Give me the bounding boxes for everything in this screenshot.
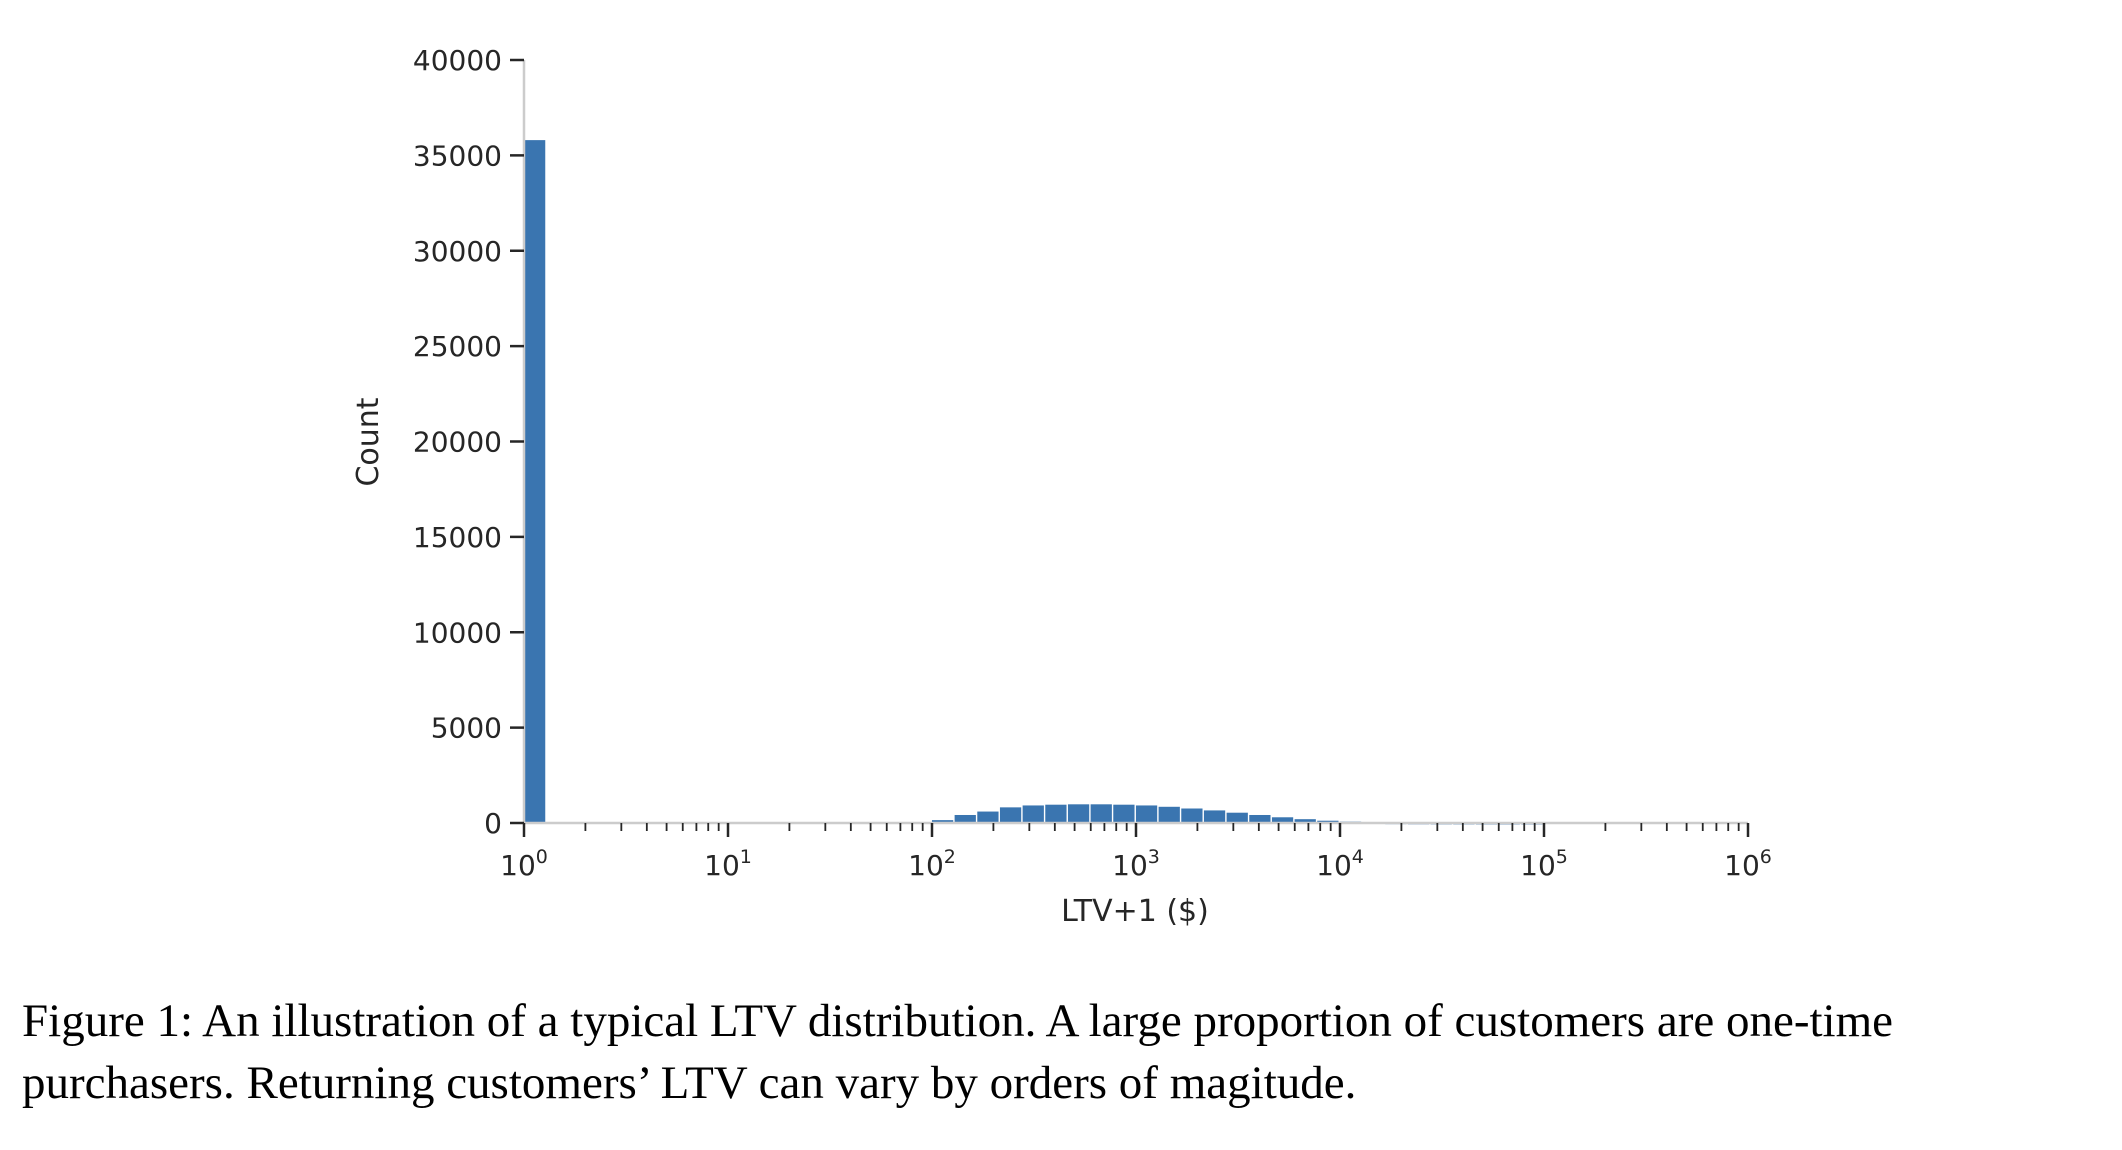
x-tick-label: 102 [908,846,956,882]
histogram-bar [1226,812,1248,823]
y-tick-label: 25000 [413,330,502,363]
histogram-bars [524,140,1543,825]
y-axis: 0 5000 10000 15000 20000 25000 30000 35000 40000 [413,44,526,840]
x-tick-label: 100 [500,846,548,882]
histogram-bar [931,820,954,823]
y-tick-label: 40000 [413,44,502,77]
histogram-bar [999,807,1022,823]
y-axis-title: Count [351,397,386,486]
ltv-histogram-chart: 0 5000 10000 15000 20000 25000 30000 35000 40000… [351,44,1772,929]
histogram-bar [1135,805,1158,823]
x-tick-label: 103 [1112,846,1160,882]
y-tick-label: 5000 [431,712,502,745]
y-tick-label: 20000 [413,426,502,459]
histogram-bar [1113,804,1135,823]
x-axis: 100 101 102 103 104 105 106 [500,821,1772,882]
y-tick-label: 15000 [413,521,502,554]
histogram-bar [524,140,546,823]
x-axis-title: LTV+1 ($) [1061,894,1209,929]
y-tick-label: 35000 [413,139,502,172]
histogram-bar [1067,804,1090,823]
y-tick-label: 10000 [413,616,502,649]
histogram-bar [954,814,976,823]
histogram-bar [1294,819,1316,823]
histogram-bar [1181,808,1203,823]
figure-caption: Figure 1: An illustration of a typical L… [22,995,1894,1109]
x-tick-label: 105 [1520,846,1568,882]
x-tick-label: 104 [1316,846,1364,882]
histogram-bar [1045,804,1067,823]
y-tick-label: 0 [484,807,502,840]
y-tick-label: 30000 [413,235,502,268]
histogram-bar [1022,805,1044,823]
x-tick-label: 101 [704,846,752,882]
histogram-bar [1271,817,1294,823]
histogram-bar [1090,804,1112,823]
histogram-bar [1158,806,1180,823]
histogram-bar [1249,814,1271,823]
histogram-bar [1203,810,1226,823]
x-tick-label: 106 [1724,846,1772,882]
histogram-bar [977,811,999,823]
